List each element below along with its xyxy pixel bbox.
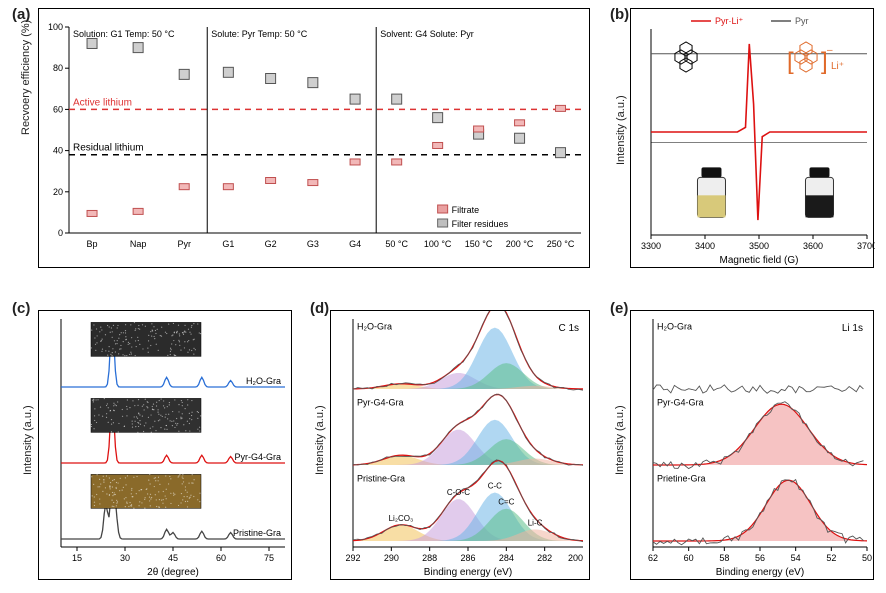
- svg-text:60: 60: [53, 104, 63, 114]
- svg-text:Binding energy (eV): Binding energy (eV): [424, 567, 512, 578]
- svg-text:Filtrate: Filtrate: [452, 205, 480, 215]
- svg-text:Pyr: Pyr: [795, 16, 809, 26]
- svg-text:Magnetic field (G): Magnetic field (G): [720, 255, 799, 266]
- panel-e: Li 1s 62 60 58 56 54 52 50 Binding energy (eV) H₂…: [630, 310, 874, 580]
- svg-text:100: 100: [48, 22, 63, 32]
- svg-text:3400: 3400: [695, 241, 715, 251]
- svg-text:Solvent: G4 Solute: Pyr: Solvent: G4 Solute: Pyr: [380, 29, 474, 39]
- svg-text:3700: 3700: [857, 241, 875, 251]
- svg-text:G2: G2: [265, 239, 277, 249]
- svg-text:60: 60: [684, 553, 694, 563]
- svg-text:Pristine-Gra: Pristine-Gra: [233, 528, 281, 538]
- svg-text:3600: 3600: [803, 241, 823, 251]
- ylabel-d: Intensity (a.u.): [314, 405, 326, 475]
- svg-text:Nap: Nap: [130, 239, 147, 249]
- svg-text:2θ (degree): 2θ (degree): [147, 567, 199, 578]
- svg-text:58: 58: [719, 553, 729, 563]
- chart-e: Li 1s 62 60 58 56 54 52 50 Binding energy (eV) H₂…: [631, 311, 875, 581]
- svg-text:Bp: Bp: [87, 239, 98, 249]
- svg-text:Pyr: Pyr: [177, 239, 191, 249]
- svg-text:Pyr-G4-Gra: Pyr-G4-Gra: [234, 452, 281, 462]
- panel-label-b: (b): [610, 6, 629, 23]
- svg-text:282: 282: [537, 553, 552, 563]
- svg-text:62: 62: [648, 553, 658, 563]
- svg-text:Li-C: Li-C: [528, 518, 543, 527]
- svg-text:200: 200: [568, 553, 583, 563]
- svg-text:Pyr·Li⁺: Pyr·Li⁺: [715, 16, 744, 26]
- svg-text:C 1s: C 1s: [558, 323, 579, 334]
- svg-text:45: 45: [168, 553, 178, 563]
- svg-text:Pyr-G4-Gra: Pyr-G4-Gra: [357, 398, 404, 408]
- svg-text:286: 286: [460, 553, 475, 563]
- svg-text:Prietine-Gra: Prietine-Gra: [657, 474, 706, 484]
- chart-d: C 1s 292 290 288 286 284 282 200 Binding energy …: [331, 311, 591, 581]
- panel-label-c: (c): [12, 300, 30, 317]
- svg-text:20: 20: [53, 187, 63, 197]
- svg-text:C-C: C-C: [488, 482, 502, 491]
- svg-text:60: 60: [216, 553, 226, 563]
- svg-text:Filter residues: Filter residues: [452, 219, 509, 229]
- panel-d: C 1s 292 290 288 286 284 282 200 Binding energy …: [330, 310, 590, 580]
- svg-text:80: 80: [53, 63, 63, 73]
- svg-text:40: 40: [53, 146, 63, 156]
- chart-a: 0 20 40 60 80 100 Active lithium Residual lithi…: [39, 9, 591, 269]
- svg-text:50 °C: 50 °C: [385, 239, 408, 249]
- svg-text:G4: G4: [349, 239, 361, 249]
- svg-text:Active lithium: Active lithium: [73, 97, 132, 108]
- svg-text:0: 0: [58, 228, 63, 238]
- ylabel-e: Intensity (a.u.): [614, 405, 626, 475]
- svg-text:15: 15: [72, 553, 82, 563]
- svg-text:250 °C: 250 °C: [547, 239, 575, 249]
- svg-text:200 °C: 200 °C: [506, 239, 534, 249]
- svg-text:54: 54: [791, 553, 801, 563]
- svg-text:56: 56: [755, 553, 765, 563]
- svg-text:75: 75: [264, 553, 274, 563]
- chart-c: 15 30 45 60 75 2θ (degree) H₂O-Gra Pyr-G4-Gra Pr…: [39, 311, 293, 581]
- svg-text:290: 290: [384, 553, 399, 563]
- svg-text:[: [: [787, 48, 794, 75]
- svg-text:Pyr-G4-Gra: Pyr-G4-Gra: [657, 398, 704, 408]
- svg-text:H₂O-Gra: H₂O-Gra: [357, 322, 392, 332]
- svg-text:288: 288: [422, 553, 437, 563]
- svg-text:G3: G3: [307, 239, 319, 249]
- svg-text:100 °C: 100 °C: [424, 239, 452, 249]
- panel-b: 3300 3400 3500 3600 3700 Magnetic field (G) Py…: [630, 8, 874, 268]
- svg-text:Li₂CO₃: Li₂CO₃: [389, 514, 414, 523]
- svg-text:284: 284: [499, 553, 514, 563]
- chart-b: 3300 3400 3500 3600 3700 Magnetic field (G) Py…: [631, 9, 875, 269]
- svg-text:Binding energy (eV): Binding energy (eV): [716, 567, 804, 578]
- svg-text:52: 52: [826, 553, 836, 563]
- ylabel-c: Intensity (a.u.): [22, 405, 34, 475]
- panel-a: 0 20 40 60 80 100 Active lithium Residual lithi…: [38, 8, 590, 268]
- svg-text:H₂O-Gra: H₂O-Gra: [246, 376, 281, 386]
- svg-text:30: 30: [120, 553, 130, 563]
- panel-c: 15 30 45 60 75 2θ (degree) H₂O-Gra Pyr-G4-Gra Pr…: [38, 310, 292, 580]
- svg-text:C=C: C=C: [498, 498, 514, 507]
- svg-text:3300: 3300: [641, 241, 661, 251]
- svg-text:150 °C: 150 °C: [465, 239, 493, 249]
- svg-text:H₂O-Gra: H₂O-Gra: [657, 322, 692, 332]
- ylabel-a: Recvoery efficiency (%): [20, 20, 32, 135]
- panel-label-d: (d): [310, 300, 329, 317]
- ylabel-b: Intensity (a.u.): [615, 95, 627, 165]
- svg-text:G1: G1: [222, 239, 234, 249]
- svg-text:Solute: Pyr Temp: 50 °C: Solute: Pyr Temp: 50 °C: [211, 29, 307, 39]
- svg-text:292: 292: [345, 553, 360, 563]
- svg-text:Residual lithium: Residual lithium: [73, 143, 144, 154]
- svg-text:C-O-C: C-O-C: [447, 488, 470, 497]
- svg-text:50: 50: [862, 553, 872, 563]
- svg-text:Li 1s: Li 1s: [842, 323, 863, 334]
- svg-text:Li⁺: Li⁺: [831, 61, 844, 72]
- svg-text:–: –: [827, 45, 833, 56]
- svg-text:3500: 3500: [749, 241, 769, 251]
- panel-label-e: (e): [610, 300, 628, 317]
- svg-text:Pristine-Gra: Pristine-Gra: [357, 474, 405, 484]
- svg-text:Solution: G1 Temp: 50 °C: Solution: G1 Temp: 50 °C: [73, 29, 175, 39]
